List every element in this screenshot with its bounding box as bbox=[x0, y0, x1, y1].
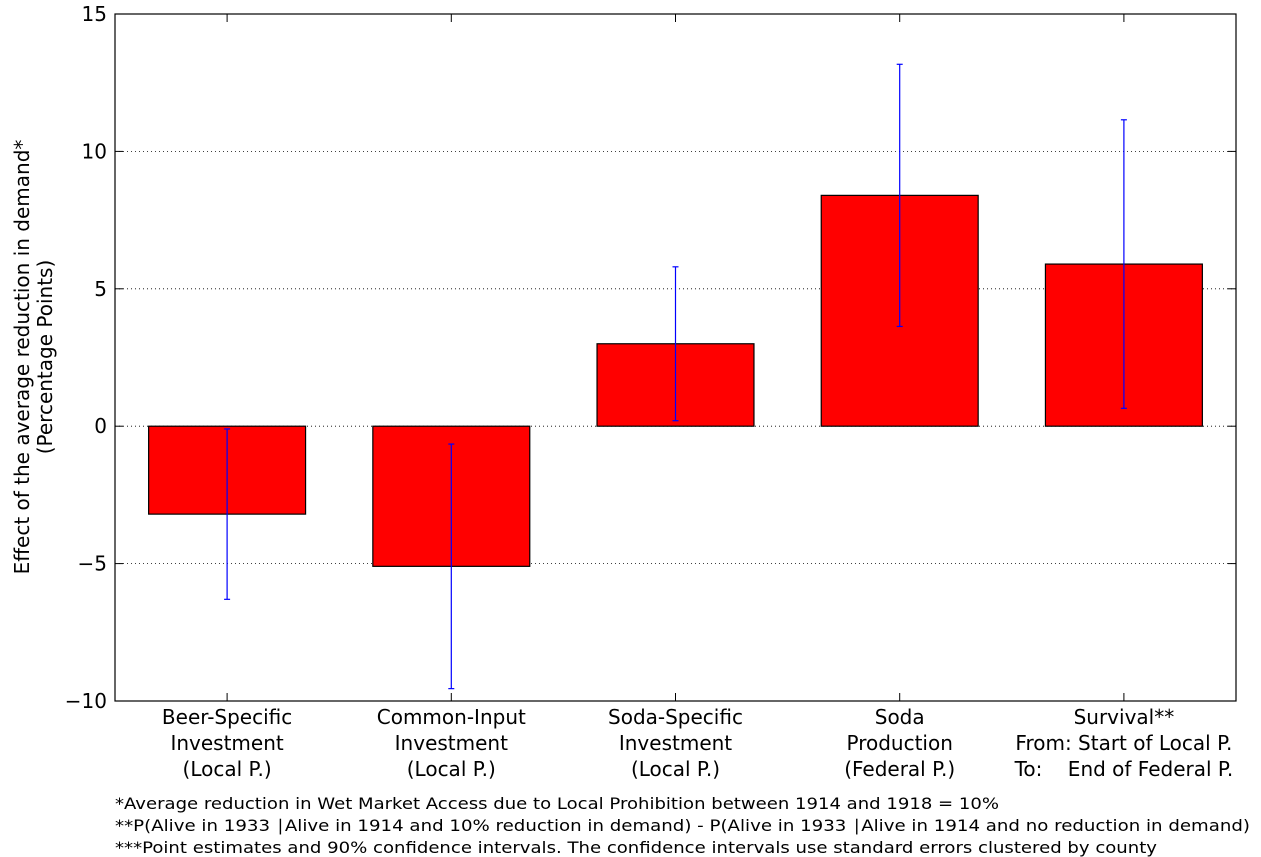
y-tick-label: −5 bbox=[78, 552, 107, 576]
x-tick-label: (Local P.) bbox=[631, 757, 720, 781]
y-axis-label: (Percentage Points) bbox=[33, 260, 57, 455]
x-tick-label: Investment bbox=[170, 731, 283, 755]
y-tick-label: 0 bbox=[94, 414, 107, 438]
x-tick-label: Survival** bbox=[1074, 705, 1175, 729]
y-tick-label: −10 bbox=[65, 689, 107, 713]
x-tick-label: Common-Input bbox=[377, 705, 526, 729]
x-tick-label: Beer-Specific bbox=[162, 705, 292, 729]
x-tick-label: (Local P.) bbox=[183, 757, 272, 781]
x-tick-label: Investment bbox=[619, 731, 732, 755]
y-tick-label: 10 bbox=[82, 139, 107, 163]
x-tick-label: Soda bbox=[875, 705, 925, 729]
plot-frame bbox=[114, 13, 1237, 702]
x-tick-label: Investment bbox=[395, 731, 508, 755]
y-tick-label: 5 bbox=[94, 277, 107, 301]
footnote: *Average reduction in Wet Market Access … bbox=[115, 794, 999, 813]
x-tick-label: From: Start of Local P. bbox=[1015, 731, 1232, 755]
x-tick-label: To: End of Federal P. bbox=[1014, 757, 1234, 781]
x-tick-label: (Federal P.) bbox=[844, 757, 955, 781]
x-tick-label: (Local P.) bbox=[407, 757, 496, 781]
footnote: **P(Alive in 1933 ∣Alive in 1914 and 10%… bbox=[115, 816, 1250, 835]
x-tick-label: Production bbox=[846, 731, 952, 755]
y-axis-label: Effect of the average reduction in deman… bbox=[10, 140, 34, 575]
y-tick-label: 15 bbox=[82, 2, 107, 26]
footnote: ***Point estimates and 90% confidence in… bbox=[115, 838, 1157, 857]
x-tick-label: Soda-Specific bbox=[608, 705, 743, 729]
